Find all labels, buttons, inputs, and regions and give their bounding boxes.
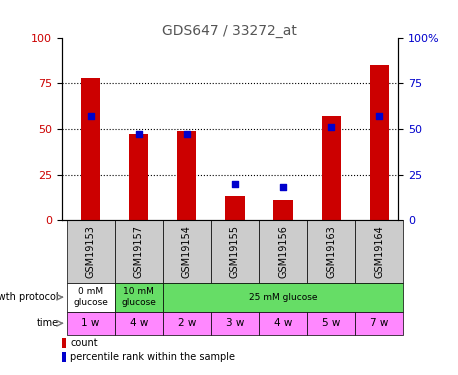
Point [135, 131, 142, 137]
Bar [259, 220, 307, 283]
Text: GSM19156: GSM19156 [278, 225, 288, 278]
Point [183, 131, 191, 137]
Text: 2 w: 2 w [178, 318, 196, 328]
Text: GDS647 / 33272_at: GDS647 / 33272_at [162, 24, 296, 38]
Bar [211, 220, 259, 283]
Text: 3 w: 3 w [226, 318, 244, 328]
Text: GSM19154: GSM19154 [182, 225, 192, 278]
Bar [114, 312, 163, 335]
Bar [62, 338, 66, 348]
Point [279, 184, 287, 190]
Text: GSM19164: GSM19164 [374, 225, 384, 278]
Bar [370, 65, 389, 220]
Text: 7 w: 7 w [370, 318, 388, 328]
Bar [81, 78, 100, 220]
Bar [322, 116, 341, 220]
Text: 0 mM
glucose: 0 mM glucose [73, 288, 108, 307]
Text: GSM19163: GSM19163 [326, 225, 336, 278]
Bar [355, 312, 403, 335]
Text: GSM19157: GSM19157 [134, 225, 144, 278]
Text: 10 mM
glucose: 10 mM glucose [121, 288, 156, 307]
Text: 25 mM glucose: 25 mM glucose [249, 293, 317, 302]
Bar [225, 196, 245, 220]
Point [327, 124, 335, 130]
Text: 5 w: 5 w [322, 318, 340, 328]
Text: 4 w: 4 w [274, 318, 292, 328]
Text: 1 w: 1 w [82, 318, 100, 328]
Text: GSM19153: GSM19153 [86, 225, 96, 278]
Text: count: count [70, 338, 98, 348]
Bar [307, 220, 355, 283]
Point [376, 113, 383, 119]
Bar [163, 283, 403, 312]
Bar [259, 312, 307, 335]
Bar [67, 220, 114, 283]
Bar [129, 134, 148, 220]
Text: time: time [36, 318, 59, 328]
Point [231, 181, 239, 187]
Bar [177, 130, 196, 220]
Bar [114, 220, 163, 283]
Text: GSM19155: GSM19155 [230, 225, 240, 278]
Bar [355, 220, 403, 283]
Text: 4 w: 4 w [130, 318, 148, 328]
Point [87, 113, 94, 119]
Bar [67, 312, 114, 335]
Bar [211, 312, 259, 335]
Bar [67, 283, 114, 312]
Bar [273, 200, 293, 220]
Text: growth protocol: growth protocol [0, 292, 59, 302]
Bar [307, 312, 355, 335]
Bar [62, 352, 66, 362]
Text: percentile rank within the sample: percentile rank within the sample [70, 352, 235, 362]
Bar [114, 283, 163, 312]
Bar [163, 220, 211, 283]
Bar [163, 312, 211, 335]
